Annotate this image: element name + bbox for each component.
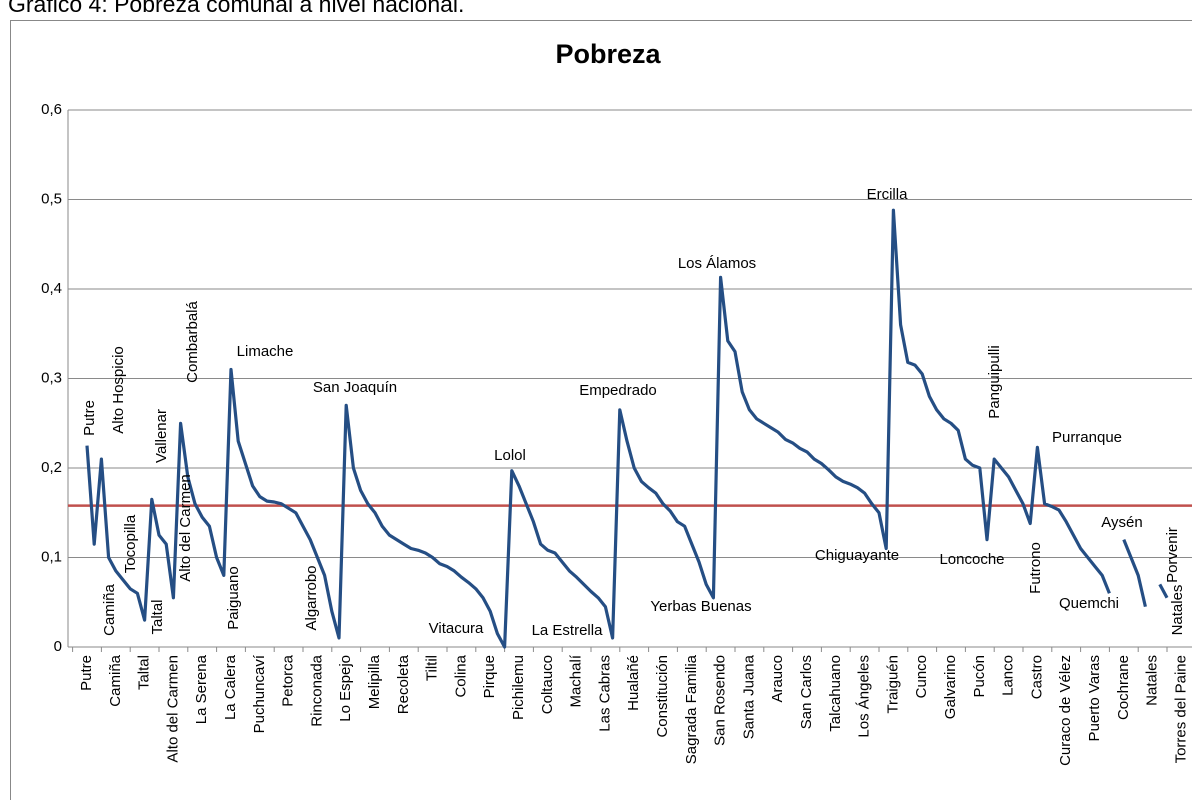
annotation: Los Álamos bbox=[678, 255, 756, 272]
y-tick-label: 0,5 bbox=[41, 190, 62, 207]
series-line bbox=[85, 208, 1169, 649]
x-tick-label: La Serena bbox=[193, 654, 210, 724]
x-tick-label: Petorca bbox=[280, 654, 297, 706]
annotation: Purranque bbox=[1052, 429, 1122, 446]
annotation: Aysén bbox=[1101, 514, 1142, 531]
x-tick-label: Arauco bbox=[769, 655, 786, 703]
x-tick-label: Lanco bbox=[1000, 655, 1017, 696]
annotation: Paiguano bbox=[225, 566, 242, 629]
annotation: Ercilla bbox=[867, 186, 908, 203]
x-tick-label: Lo Espejo bbox=[337, 655, 354, 722]
annotation: Panguipulli bbox=[986, 345, 1003, 418]
x-tick-label: San Carlos bbox=[798, 655, 815, 729]
y-tick-label: 0,4 bbox=[41, 280, 62, 297]
chart-frame bbox=[10, 20, 1192, 800]
x-tick-label: Torres del Paine bbox=[1172, 655, 1189, 763]
x-tick-label: Galvarino bbox=[942, 655, 959, 719]
x-tick-label: Puerto Varas bbox=[1086, 655, 1103, 741]
annotation: Combarbalá bbox=[184, 300, 201, 382]
chart-title: Pobreza bbox=[555, 39, 661, 69]
annotation: Lolol bbox=[494, 447, 526, 464]
x-tick-label: Curaco de Vélez bbox=[1057, 655, 1074, 766]
annotation: Empedrado bbox=[579, 382, 657, 399]
annotation: Algarrobo bbox=[303, 565, 320, 630]
x-tick-label: Constitución bbox=[654, 655, 671, 738]
annotation: Alto del Carmen bbox=[177, 474, 194, 582]
annotation: Taltal bbox=[149, 599, 166, 634]
x-tick-label: Machalí bbox=[568, 654, 585, 707]
y-tick-label: 0,6 bbox=[41, 101, 62, 118]
annotation: Natales bbox=[1169, 585, 1186, 636]
x-tick-label: Alto del Carmen bbox=[164, 655, 181, 763]
annotation: Limache bbox=[237, 343, 294, 360]
annotation: San Joaquín bbox=[313, 379, 397, 396]
x-tick-label: Cochrane bbox=[1115, 655, 1132, 720]
annotation: Chiguayante bbox=[815, 547, 899, 564]
x-tick-label: Colina bbox=[452, 654, 469, 697]
x-tick-label: Taltal bbox=[136, 655, 153, 690]
x-tick-label: Pucón bbox=[971, 655, 988, 698]
x-tick-label: Recoleta bbox=[395, 654, 412, 714]
x-tick-label: Los Ángeles bbox=[856, 655, 873, 738]
x-tick-label: Hualañé bbox=[625, 655, 642, 711]
annotation: Camiña bbox=[101, 583, 118, 635]
annotation: Putre bbox=[81, 400, 98, 436]
annotation: Alto Hospicio bbox=[110, 346, 127, 434]
x-tick-label: Traiguén bbox=[884, 655, 901, 714]
x-tick-label: Puchuncaví bbox=[251, 654, 268, 733]
caption: Gráfico 4: Pobreza comunal a nivel nacio… bbox=[8, 0, 464, 17]
x-tick-label: San Rosendo bbox=[712, 655, 729, 746]
x-tick-label: Cunco bbox=[913, 655, 930, 698]
x-tick-label: Pirque bbox=[481, 655, 498, 698]
x-tick-label: Santa Juana bbox=[740, 654, 757, 739]
x-tick-label: Melipilla bbox=[366, 654, 383, 709]
x-tick-label: Sagrada Familia bbox=[683, 654, 700, 764]
x-tick-label: Talcahuano bbox=[827, 655, 844, 732]
annotation: Vitacura bbox=[429, 620, 484, 637]
x-tick-label: La Calera bbox=[222, 654, 239, 720]
x-tick-label: Pichilemu bbox=[510, 655, 527, 720]
annotation: Quemchi bbox=[1059, 595, 1119, 612]
annotation: Futrono bbox=[1027, 542, 1044, 594]
x-tick-label: Las Cabras bbox=[596, 655, 613, 732]
x-tick-label: Castro bbox=[1028, 655, 1045, 699]
y-tick-label: 0,1 bbox=[41, 548, 62, 565]
x-tick-label: Tiltil bbox=[424, 655, 441, 681]
annotation: Vallenar bbox=[153, 409, 170, 463]
annotation: Porvenir bbox=[1164, 527, 1181, 583]
annotation: Yerbas Buenas bbox=[650, 598, 751, 615]
y-tick-label: 0,3 bbox=[41, 369, 62, 386]
y-tick-label: 0,2 bbox=[41, 459, 62, 476]
x-tick-label: Coltauco bbox=[539, 655, 556, 714]
annotation: Tocopilla bbox=[122, 514, 139, 573]
x-tick-label: Putre bbox=[78, 655, 95, 691]
annotation: La Estrella bbox=[532, 622, 604, 639]
x-tick-label: Camiña bbox=[107, 654, 124, 706]
x-tick-label: Natales bbox=[1144, 655, 1161, 706]
annotation: Loncoche bbox=[939, 551, 1004, 568]
y-tick-label: 0 bbox=[54, 638, 62, 655]
x-tick-label: Rinconada bbox=[308, 654, 325, 726]
